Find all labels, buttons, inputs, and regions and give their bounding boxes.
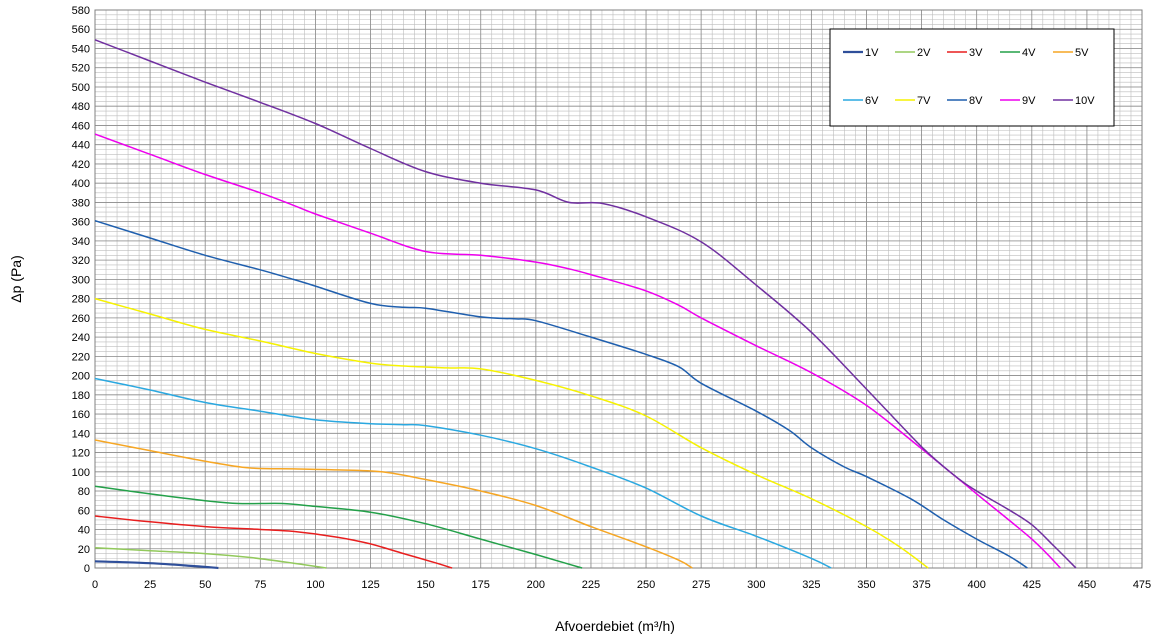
x-tick-label: 325: [802, 579, 820, 591]
x-tick-label: 425: [1023, 579, 1041, 591]
series-line-6V: [94, 377, 832, 569]
series-line-3V: [94, 515, 453, 569]
legend-item-4V: 4V: [1000, 47, 1036, 59]
x-tick-label: 75: [254, 579, 266, 591]
legend-item-7V: 7V: [895, 95, 931, 107]
legend-label: 5V: [1075, 47, 1089, 59]
legend-item-6V: 6V: [843, 95, 879, 107]
x-tick-label: 400: [968, 579, 986, 591]
y-tick-label: 0: [84, 563, 90, 575]
legend-item-5V: 5V: [1053, 47, 1089, 59]
plot-area: [94, 9, 1143, 569]
y-tick-labels: 0 20 40 60 80 100 120 140 160 180 200 220 240 260 280 3…: [72, 5, 90, 575]
y-tick-label: 100: [72, 467, 90, 479]
y-tick-label: 240: [72, 332, 90, 344]
series-line-5V: [94, 439, 693, 569]
y-tick-label: 20: [78, 544, 90, 556]
y-tick-label: 420: [72, 159, 90, 171]
legend-item-2V: 2V: [895, 47, 931, 59]
y-tick-label: 140: [72, 428, 90, 440]
legend-item-1V: 1V: [843, 47, 879, 59]
legend-label: 8V: [969, 95, 983, 107]
y-tick-label: 300: [72, 274, 90, 286]
x-tick-label: 175: [472, 579, 490, 591]
y-tick-label: 460: [72, 120, 90, 132]
y-tick-label: 120: [72, 448, 90, 460]
x-tick-label: 450: [1078, 579, 1096, 591]
x-tick-label: 50: [199, 579, 211, 591]
legend-item-10V: 10V: [1053, 95, 1095, 107]
legend-label: 7V: [917, 95, 931, 107]
y-tick-label: 180: [72, 390, 90, 402]
legend-item-9V: 9V: [1000, 95, 1036, 107]
x-tick-labels: 0 25 50 75 100 125 150 175 200 225 250 275 300 325 350…: [92, 579, 1151, 591]
y-tick-label: 500: [72, 82, 90, 94]
series-line-8V: [94, 219, 1028, 569]
y-tick-label: 320: [72, 255, 90, 267]
legend-label: 1V: [865, 47, 879, 59]
series-line-10V: [94, 39, 1077, 569]
series-line-1V: [94, 560, 219, 570]
x-tick-label: 125: [361, 579, 379, 591]
y-tick-label: 60: [78, 505, 90, 517]
y-tick-label: 360: [72, 217, 90, 229]
x-tick-label: 0: [92, 579, 98, 591]
x-axis-title: Afvoerdebiet (m³/h): [555, 618, 675, 634]
legend: 1V 2V 3V 4V 5V 6V 7V 8V 9V 10V: [829, 28, 1115, 127]
x-tick-label: 150: [416, 579, 434, 591]
legend-item-8V: 8V: [947, 95, 983, 107]
x-tick-label: 100: [306, 579, 324, 591]
series-line-9V: [94, 133, 1061, 569]
y-axis-title: Δp (Pa): [8, 255, 24, 302]
series-line-4V: [94, 485, 583, 569]
x-tick-label: 300: [747, 579, 765, 591]
legend-label: 3V: [969, 47, 983, 59]
x-tick-label: 375: [912, 579, 930, 591]
y-tick-label: 40: [78, 525, 90, 537]
legend-label: 9V: [1022, 95, 1036, 107]
y-tick-label: 380: [72, 197, 90, 209]
y-tick-label: 80: [78, 486, 90, 498]
x-tick-label: 350: [857, 579, 875, 591]
x-tick-label: 200: [527, 579, 545, 591]
legend-item-3V: 3V: [947, 47, 983, 59]
series-line-7V: [94, 297, 929, 569]
y-tick-label: 560: [72, 24, 90, 36]
y-tick-label: 280: [72, 294, 90, 306]
y-tick-label: 440: [72, 140, 90, 152]
y-tick-label: 540: [72, 43, 90, 55]
y-tick-label: 340: [72, 236, 90, 248]
y-tick-label: 220: [72, 351, 90, 363]
legend-label: 4V: [1022, 47, 1036, 59]
legend-label: 2V: [917, 47, 931, 59]
legend-label: 6V: [865, 95, 879, 107]
legend-label: 10V: [1075, 95, 1095, 107]
y-tick-label: 580: [72, 5, 90, 17]
y-tick-label: 160: [72, 409, 90, 421]
series-lines: [94, 39, 1077, 570]
y-tick-label: 480: [72, 101, 90, 113]
y-tick-label: 200: [72, 371, 90, 383]
x-tick-label: 250: [637, 579, 655, 591]
x-tick-label: 25: [144, 579, 156, 591]
x-tick-label: 275: [692, 579, 710, 591]
x-tick-label: 475: [1133, 579, 1151, 591]
series-line-2V: [94, 547, 327, 569]
y-tick-label: 260: [72, 313, 90, 325]
y-tick-label: 520: [72, 63, 90, 75]
legend-box: [829, 28, 1115, 127]
x-tick-label: 225: [582, 579, 600, 591]
y-tick-label: 400: [72, 178, 90, 190]
